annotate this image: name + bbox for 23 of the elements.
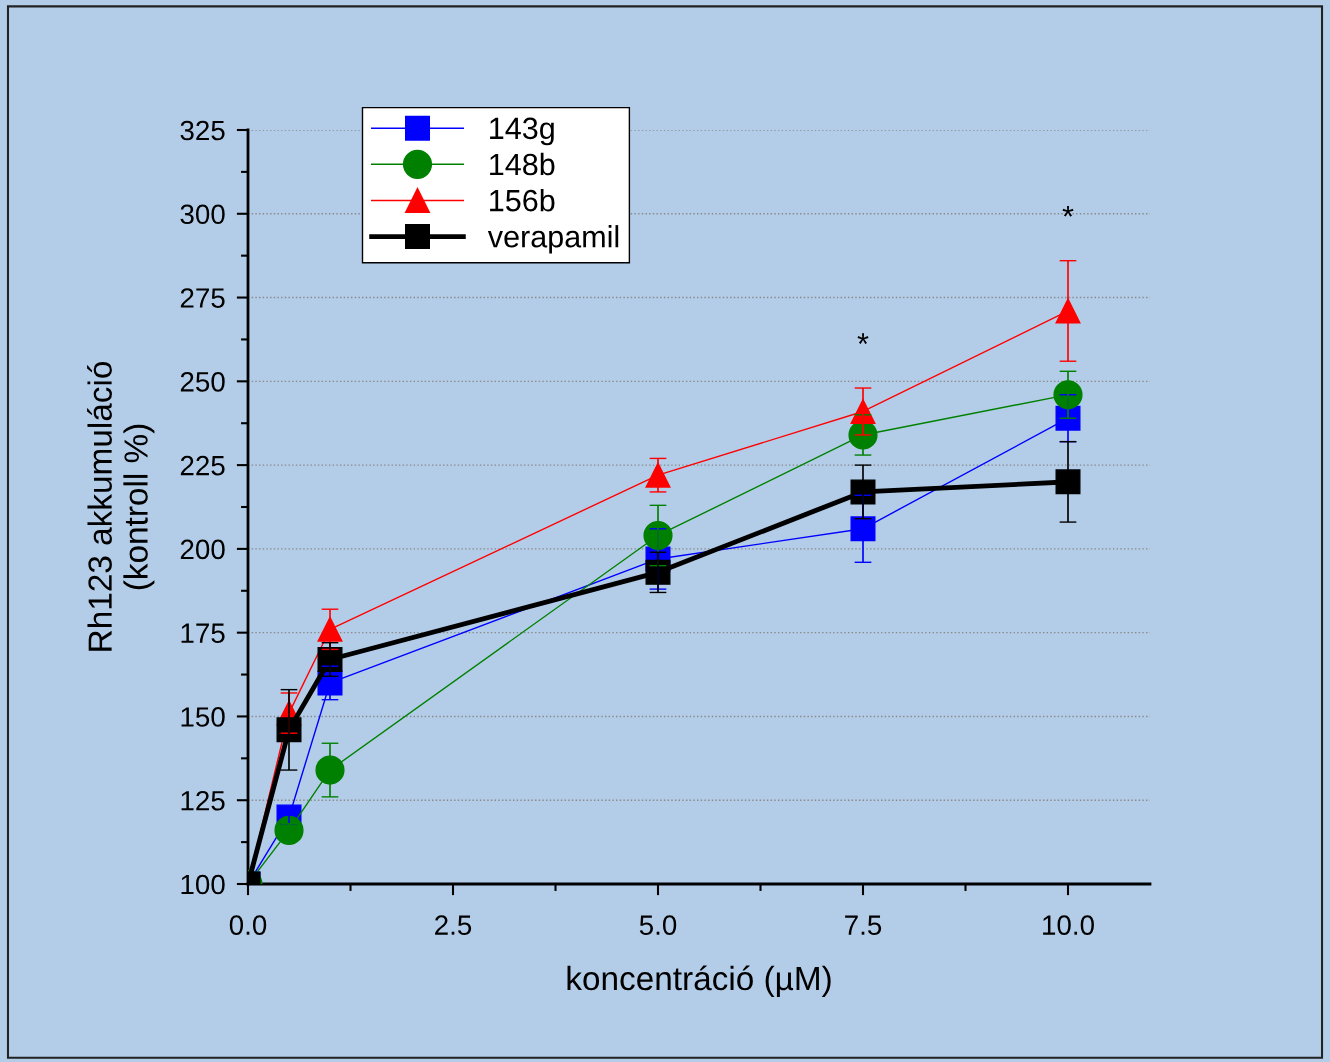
legend-label: 148b — [490, 152, 555, 176]
y-tick-label: 125 — [181, 790, 225, 811]
legend-label: 156b — [490, 188, 555, 212]
y-tick-label: 300 — [180, 204, 225, 225]
x-tick-label: 10.0 — [1043, 915, 1094, 935]
legend-label: verapamil — [487, 225, 619, 254]
y-axis-title: Rh123 akkumuláció (kontroll %) — [87, 362, 155, 651]
y-tick-label: 175 — [181, 623, 225, 644]
y-tick-label: 250 — [180, 372, 225, 392]
y-tick-label: 225 — [180, 455, 225, 476]
x-tick-label: 0.0 — [229, 915, 267, 935]
y-tick-label: 100 — [181, 874, 225, 895]
y-tick-label: 200 — [180, 539, 225, 560]
legend-label: 143g — [490, 117, 554, 146]
y-tick-label: 150 — [181, 707, 225, 727]
x-axis-title: koncentráció (µM) — [567, 965, 831, 997]
x-tick-label: 5.0 — [639, 915, 677, 935]
annotation: * — [857, 333, 869, 344]
y-tick-label: 275 — [180, 288, 225, 308]
x-tick-label: 7.5 — [845, 915, 882, 935]
annotation: * — [1062, 205, 1074, 217]
x-tick-label: 2.5 — [435, 915, 472, 935]
y-tick-label: 325 — [180, 120, 225, 141]
